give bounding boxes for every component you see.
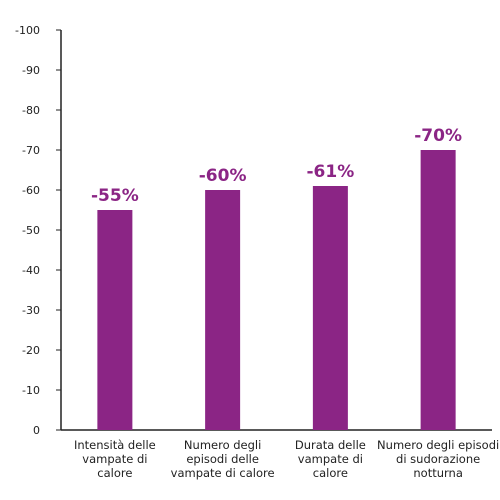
y-ticks: 0 -10 -20 -30 -40 -50 -60 -70 -80 -90 -100	[15, 24, 61, 437]
category-label: Intensità delle vampate di calore	[74, 438, 156, 480]
data-label: -55%	[91, 186, 139, 206]
data-labels: -55% -60% -61% -70%	[91, 126, 462, 206]
data-label: -61%	[307, 162, 355, 182]
category-label-line: Intensità delle	[74, 438, 156, 452]
y-tick-label: -100	[15, 24, 40, 37]
category-label-line: Numero degli episodi	[377, 438, 499, 452]
bar	[97, 210, 133, 430]
category-label-line: di sudorazione	[396, 452, 480, 466]
y-tick-label: -50	[22, 224, 40, 237]
bar	[205, 190, 241, 430]
category-label: Numero degli episodi di sudorazione nottur…	[377, 438, 499, 480]
category-label: Durata delle vampate di calore	[295, 438, 366, 480]
category-label: Numero degli episodi delle vampate di calo…	[171, 438, 275, 480]
bar	[312, 186, 348, 430]
y-tick-label: -90	[22, 64, 40, 77]
category-label-line: calore	[97, 466, 132, 480]
bar	[420, 150, 456, 430]
category-label-line: episodi delle	[186, 452, 259, 466]
category-label-line: vampate di	[298, 452, 363, 466]
y-tick-label: -70	[22, 144, 40, 157]
category-label-line: vampate di calore	[171, 466, 275, 480]
y-tick-label: -60	[22, 184, 40, 197]
category-label-line: Durata delle	[295, 438, 366, 452]
y-tick-label: -40	[22, 264, 40, 277]
y-axis: 0 -10 -20 -30 -40 -50 -60 -70 -80 -90 -100	[15, 24, 62, 437]
category-label-line: notturna	[413, 466, 463, 480]
bars	[97, 150, 456, 430]
y-tick-label: 0	[33, 424, 40, 437]
category-label-line: calore	[313, 466, 348, 480]
y-tick-label: -10	[22, 384, 40, 397]
y-tick-label: -30	[22, 304, 40, 317]
category-label-line: Numero degli	[184, 438, 261, 452]
category-label-line: vampate di	[82, 452, 147, 466]
y-tick-label: -80	[22, 104, 40, 117]
data-label: -60%	[199, 166, 247, 186]
y-tick-label: -20	[22, 344, 40, 357]
data-label: -70%	[414, 126, 462, 146]
